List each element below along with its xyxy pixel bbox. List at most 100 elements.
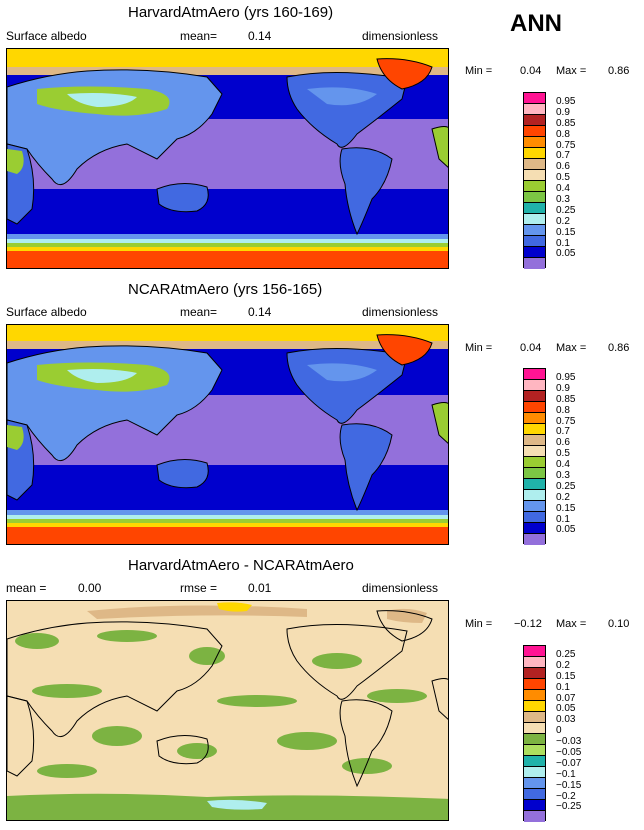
- panel3-max-label: Max =: [556, 618, 587, 630]
- colorbar-label: −0.03: [556, 736, 582, 748]
- colorbar-label: −0.07: [556, 757, 582, 769]
- colorbar-swatch: [524, 159, 545, 170]
- colorbar-swatch: [524, 402, 545, 413]
- colorbar-swatch: [524, 734, 545, 745]
- colorbar-swatch: [524, 767, 545, 778]
- colorbar-label: −0.25: [556, 801, 582, 813]
- colorbar-swatch: [524, 534, 545, 545]
- colorbar-swatch: [524, 523, 545, 534]
- colorbar-label: 0.2: [556, 215, 570, 227]
- colorbar-label: 0.25: [556, 649, 576, 660]
- colorbar-label: 0.2: [556, 659, 570, 671]
- panel1-mean-label: mean=: [180, 29, 218, 43]
- colorbar-label: 0.15: [556, 502, 576, 514]
- colorbar-label: 0.05: [556, 703, 576, 715]
- colorbar-swatch: [524, 247, 545, 258]
- colorbar-label: 0.4: [556, 183, 570, 195]
- colorbar-swatch: [524, 690, 545, 701]
- colorbar-label: −0.1: [556, 768, 576, 780]
- colorbar-label: 0.9: [556, 382, 570, 394]
- colorbar-label: 0.8: [556, 404, 570, 416]
- colorbar-swatch: [524, 457, 545, 468]
- colorbar-label: 0.15: [556, 670, 576, 682]
- panel2-max-value: 0.86: [608, 342, 630, 354]
- colorbar-label: 0.95: [556, 372, 576, 383]
- colorbar-swatch: [524, 778, 545, 789]
- colorbar-label: 0.85: [556, 117, 576, 129]
- panel1-colorbar: [523, 92, 546, 269]
- colorbar-swatch: [524, 646, 545, 657]
- colorbar-label: 0.05: [556, 524, 576, 536]
- colorbar-label: −0.05: [556, 747, 582, 759]
- panel3-max-value: 0.10: [608, 618, 630, 630]
- colorbar-swatch: [524, 391, 545, 402]
- colorbar-swatch: [524, 657, 545, 668]
- colorbar-label: 0.95: [556, 96, 576, 107]
- colorbar-label: 0: [556, 725, 562, 737]
- colorbar-label: 0.3: [556, 194, 570, 206]
- panel1-mean-value: 0.14: [248, 29, 272, 43]
- panel3-mean-value: 0.00: [78, 581, 102, 595]
- colorbar-swatch: [524, 435, 545, 446]
- colorbar-swatch: [524, 789, 545, 800]
- colorbar-swatch: [524, 104, 545, 115]
- colorbar-label: 0.05: [556, 248, 576, 260]
- colorbar-label: 0.1: [556, 681, 570, 693]
- colorbar-swatch: [524, 236, 545, 247]
- colorbar-swatch: [524, 115, 545, 126]
- season-label: ANN: [510, 10, 562, 37]
- panel3-title: HarvardAtmAero - NCARAtmAero: [128, 557, 354, 574]
- colorbar-swatch: [524, 668, 545, 679]
- panel1-variable-label: Surface albedo: [6, 29, 87, 43]
- colorbar-label: 0.25: [556, 204, 576, 216]
- colorbar-label: 0.6: [556, 437, 570, 449]
- panel2-map: [6, 324, 449, 545]
- colorbar-swatch: [524, 137, 545, 148]
- panel2-variable-label: Surface albedo: [6, 305, 87, 319]
- colorbar-label: 0.03: [556, 714, 576, 726]
- colorbar-label: 0.85: [556, 393, 576, 405]
- colorbar-swatch: [524, 93, 545, 104]
- colorbar-swatch: [524, 369, 545, 380]
- panel1-max-value: 0.86: [608, 65, 630, 77]
- colorbar-swatch: [524, 380, 545, 391]
- colorbar-swatch: [524, 446, 545, 457]
- colorbar-label: 0.1: [556, 513, 570, 525]
- panel2-colorbar: [523, 368, 546, 545]
- panel2-mean-label: mean=: [180, 305, 218, 319]
- panel1-map: [6, 48, 449, 269]
- colorbar-swatch: [524, 424, 545, 435]
- colorbar-swatch: [524, 701, 545, 712]
- colorbar-label: 0.5: [556, 448, 570, 460]
- colorbar-swatch: [524, 501, 545, 512]
- panel3-rmse-value: 0.01: [248, 581, 272, 595]
- panel3-colorbar-labels: 0.25 0.2 0.15 0.1 0.07 0.05 0.03 0 −0.03 −0.05 −0.…: [556, 649, 581, 812]
- panel3-colorbar: [523, 645, 546, 822]
- colorbar-label: 0.2: [556, 491, 570, 503]
- colorbar-swatch: [524, 126, 545, 137]
- panel3-min-value: −0.12: [514, 618, 542, 630]
- colorbar-swatch: [524, 811, 545, 822]
- colorbar-label: 0.9: [556, 106, 570, 118]
- colorbar-swatch: [524, 192, 545, 203]
- colorbar-label: 0.6: [556, 161, 570, 173]
- colorbar-swatch: [524, 756, 545, 767]
- colorbar-label: 0.07: [556, 692, 576, 704]
- panel2-max-label: Max =: [556, 342, 587, 354]
- panel1-title: HarvardAtmAero (yrs 160-169): [128, 4, 334, 21]
- panel1-colorbar-labels: 0.95 0.9 0.85 0.8 0.75 0.7 0.6 0.5 0.4 0.3 0.25 0.2…: [556, 96, 575, 259]
- panel2-mean-value: 0.14: [248, 305, 272, 319]
- colorbar-label: 0.15: [556, 226, 576, 238]
- colorbar-swatch: [524, 479, 545, 490]
- colorbar-swatch: [524, 170, 545, 181]
- panel2-min-value: 0.04: [520, 342, 542, 354]
- colorbar-swatch: [524, 512, 545, 523]
- colorbar-swatch: [524, 225, 545, 236]
- colorbar-swatch: [524, 712, 545, 723]
- colorbar-swatch: [524, 723, 545, 734]
- colorbar-label: 0.75: [556, 139, 576, 151]
- colorbar-swatch: [524, 148, 545, 159]
- colorbar-swatch: [524, 181, 545, 192]
- colorbar-label: −0.2: [556, 790, 576, 802]
- colorbar-label: 0.7: [556, 150, 570, 162]
